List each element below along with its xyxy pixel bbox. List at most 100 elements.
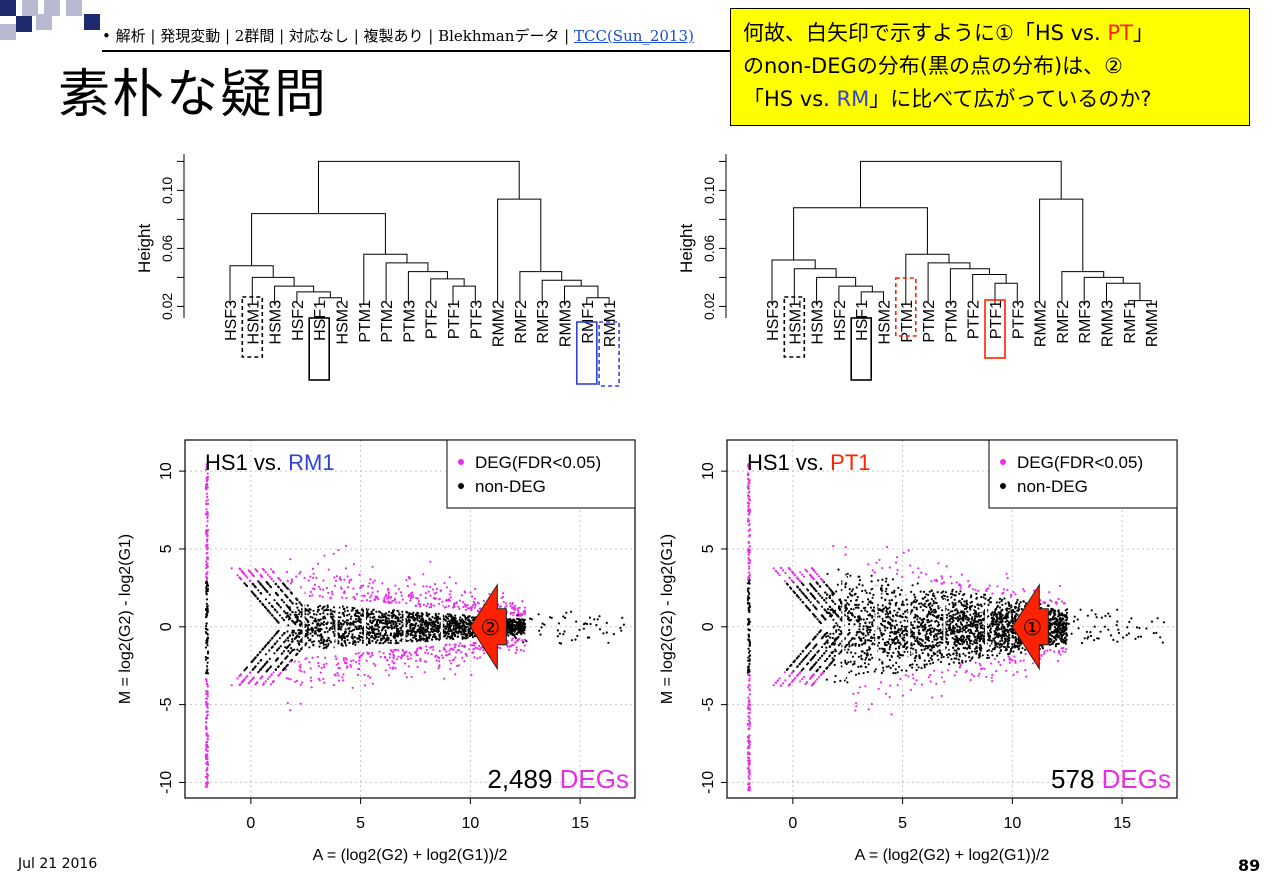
data-point [461, 656, 464, 659]
data-point [924, 634, 927, 637]
data-point [400, 626, 403, 629]
data-point [339, 576, 342, 579]
callout-line3-a: 「HS vs. [743, 87, 837, 111]
data-point [307, 624, 310, 627]
data-point [856, 595, 859, 599]
data-point [827, 634, 830, 638]
data-point [336, 672, 339, 675]
data-point [798, 588, 801, 591]
data-point [350, 615, 353, 618]
data-point [820, 645, 824, 649]
data-point [511, 637, 514, 640]
data-point [894, 619, 897, 622]
data-point [446, 630, 449, 633]
data-point [541, 622, 544, 625]
data-point [435, 591, 438, 594]
data-point [341, 612, 344, 615]
data-point [419, 623, 422, 626]
leaf-label: HSM2 [877, 300, 894, 345]
data-point [746, 589, 749, 592]
data-point [796, 665, 799, 668]
x-tick-label: 5 [356, 815, 365, 832]
data-point [356, 609, 359, 612]
data-point [802, 675, 806, 678]
data-point [825, 601, 828, 604]
data-point [306, 636, 309, 639]
data-point [796, 656, 799, 659]
data-point [309, 575, 312, 578]
data-point [807, 652, 810, 655]
data-point [812, 613, 815, 617]
callout-line1-highlight: PT [1107, 21, 1133, 45]
data-point [519, 614, 522, 617]
dendrogram-branch [251, 213, 386, 266]
data-point [417, 600, 420, 603]
data-point [1007, 601, 1010, 604]
data-point [329, 608, 332, 611]
data-point [471, 636, 474, 639]
data-point [426, 652, 430, 655]
data-point [951, 588, 954, 591]
data-point [836, 614, 839, 617]
data-point [906, 641, 909, 644]
data-point [309, 667, 312, 670]
data-point [562, 615, 565, 618]
data-point [205, 721, 208, 724]
data-point [867, 563, 870, 566]
data-point [297, 629, 300, 632]
data-point [403, 662, 407, 665]
data-point [377, 629, 380, 633]
data-point [813, 588, 816, 591]
data-point [447, 653, 451, 656]
data-point [297, 642, 300, 645]
data-point [975, 592, 978, 595]
data-point [747, 553, 750, 556]
data-point [446, 623, 449, 626]
data-point [847, 632, 850, 635]
data-point [251, 591, 254, 594]
breadcrumb-link[interactable]: TCC(Sun_2013) [573, 27, 694, 45]
data-point [556, 635, 559, 638]
data-point [508, 645, 511, 648]
data-point [776, 572, 779, 575]
data-point [509, 627, 512, 630]
data-point [438, 598, 441, 601]
data-point [205, 502, 208, 506]
data-point [265, 590, 268, 593]
data-point [923, 664, 926, 667]
data-point [796, 585, 799, 589]
data-point [205, 692, 208, 695]
data-point [1004, 602, 1007, 605]
data-point [1016, 613, 1019, 616]
data-point [409, 633, 412, 637]
data-point [410, 640, 414, 643]
data-point [445, 654, 449, 657]
data-point [923, 623, 927, 626]
data-point [327, 568, 330, 571]
data-point [521, 631, 524, 634]
data-point [570, 639, 573, 642]
data-point [295, 621, 298, 624]
data-point [825, 583, 828, 586]
data-point [435, 587, 438, 591]
data-point [337, 674, 340, 677]
data-point [747, 464, 750, 467]
data-point [205, 575, 208, 579]
data-point [342, 679, 345, 682]
data-point [305, 642, 308, 645]
data-point [514, 628, 517, 631]
data-point [317, 622, 320, 625]
data-point [517, 623, 520, 626]
data-point [824, 659, 827, 663]
data-point [312, 613, 316, 616]
data-point [747, 513, 750, 516]
data-point [502, 592, 505, 595]
data-point [774, 569, 777, 572]
data-point [746, 623, 750, 626]
data-point [370, 651, 374, 654]
data-point [306, 604, 309, 607]
data-point [747, 480, 750, 483]
data-point [265, 643, 268, 647]
leaf-highlight-box [575, 321, 598, 385]
data-point [204, 656, 207, 659]
